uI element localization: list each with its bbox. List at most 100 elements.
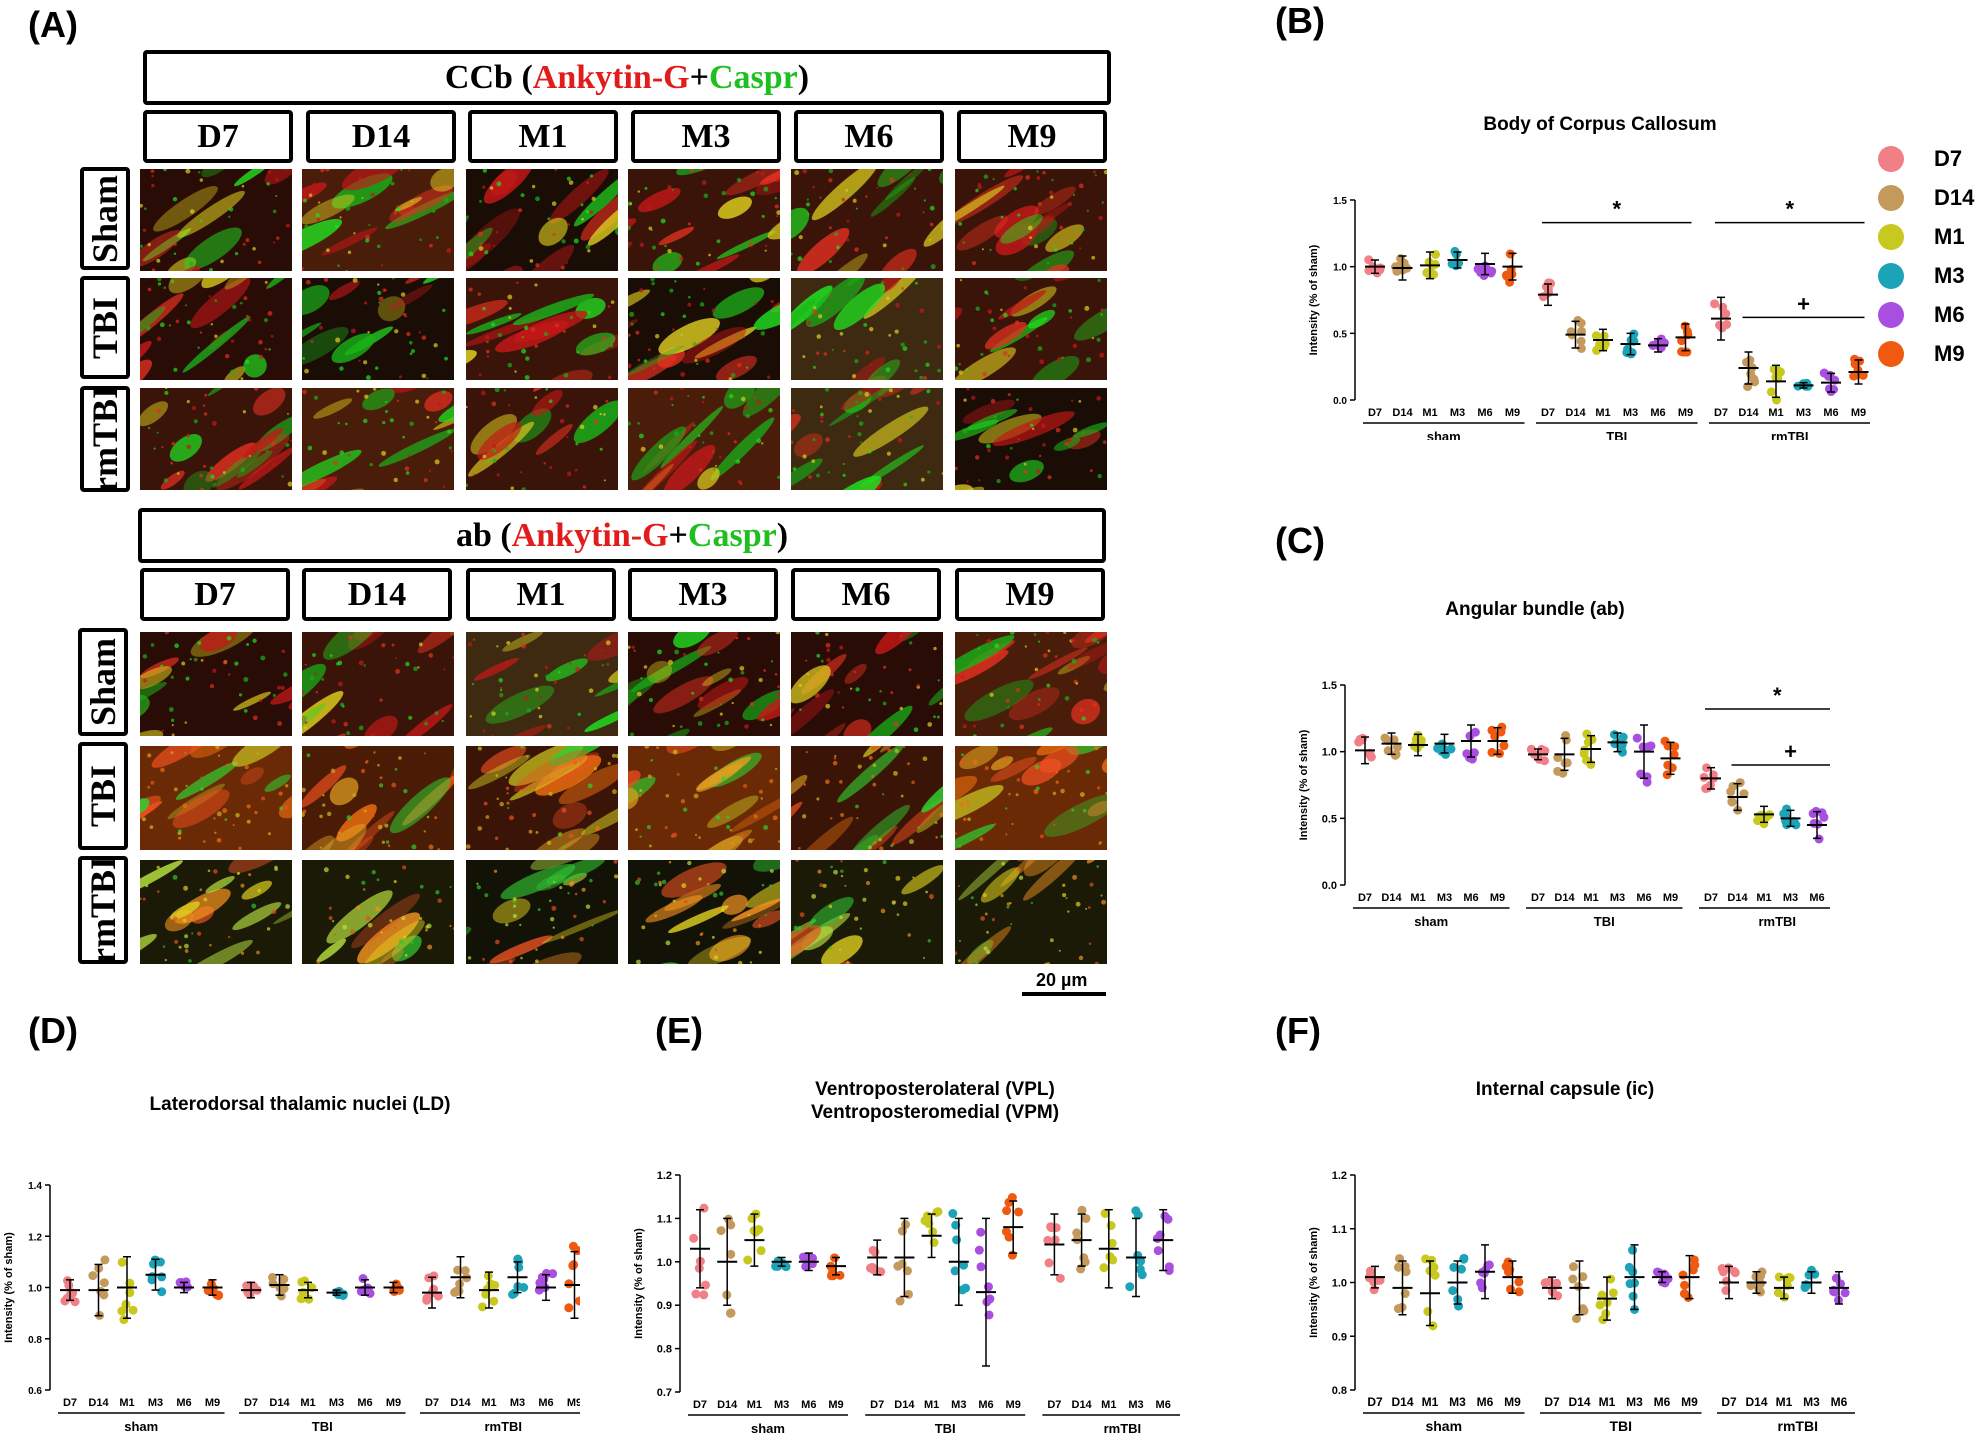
ccb-row-sham: Sham — [80, 167, 130, 270]
chart-d-point-sham-d14 — [96, 1286, 106, 1296]
chart-e-point-tbi-m3 — [950, 1266, 960, 1276]
chart-e-point-tbi-m1 — [920, 1216, 930, 1226]
chart-c-ytick-label: 1.0 — [1322, 747, 1337, 759]
chart-d-ytick-label: 0.6 — [28, 1386, 42, 1397]
chart-f-ytick-label: 1.0 — [1332, 1278, 1347, 1290]
chart-f-point-tbi-m1 — [1595, 1300, 1605, 1310]
chart-e-point-rmtbi-d14 — [1072, 1228, 1082, 1238]
chart-c-point-tbi-m9 — [1667, 763, 1677, 773]
chart-e-point-tbi-m9 — [1004, 1232, 1014, 1242]
legend-label-d14: D14 — [1934, 185, 1975, 210]
chart-d-point-rmtbi-m1 — [477, 1302, 487, 1312]
chart-d-xtick-tbi-m3: M3 — [329, 1397, 344, 1409]
chart-e-xtick-sham-m6: M6 — [801, 1399, 816, 1411]
ccb-micrograph-tbi-m3 — [628, 278, 780, 380]
chart-c-point-sham-m9 — [1499, 741, 1509, 751]
chart-f-xtick-tbi-m1: M1 — [1599, 1395, 1616, 1409]
chart-f-point-sham-m1 — [1421, 1254, 1431, 1264]
chart-e-point-tbi-d7 — [876, 1267, 886, 1277]
chart-b-point-rmtbi-d7 — [1720, 309, 1730, 319]
ccb-micrograph-rmtbi-m9 — [955, 388, 1107, 490]
chart-f-xtick-tbi-m6: M6 — [1654, 1395, 1671, 1409]
chart-e-point-tbi-m1 — [933, 1207, 943, 1217]
chart-c-ytick-label: 0.5 — [1322, 813, 1337, 825]
scale-bar-label: 20 µm — [1036, 970, 1088, 990]
chart-f-point-rmtbi-d7 — [1721, 1286, 1731, 1296]
ab-micrograph-sham-d7 — [140, 632, 292, 736]
ab-micrograph-rmtbi-d7 — [140, 860, 292, 964]
chart-c-point-rmtbi-m6 — [1817, 808, 1827, 818]
chart-d-xtick-sham-d7: D7 — [63, 1397, 77, 1409]
ab-micrograph-sham-d14 — [302, 632, 454, 736]
chart-c-point-rmtbi-d14 — [1727, 797, 1737, 807]
chart-f-xtick-sham-m1: M1 — [1422, 1395, 1439, 1409]
legend-label-m3: M3 — [1934, 263, 1965, 288]
chart-d-xtick-rmtbi-m6: M6 — [538, 1397, 553, 1409]
chart-f-xtick-rmtbi-d7: D7 — [1721, 1395, 1737, 1409]
chart-e-point-rmtbi-m3 — [1135, 1264, 1145, 1274]
chart-b-point-rmtbi-m9 — [1858, 370, 1868, 380]
chart-e-point-tbi-m6 — [976, 1262, 986, 1272]
chart-f-ytick-label: 0.9 — [1332, 1331, 1347, 1343]
chart-d-xtick-sham-d14: D14 — [88, 1397, 109, 1409]
chart-b-group-label-sham: sham — [1427, 429, 1461, 440]
chart-e-point-tbi-m1 — [929, 1238, 939, 1248]
chart-f-point-sham-d14 — [1401, 1267, 1411, 1277]
chart-e-point-rmtbi-m6 — [1163, 1214, 1173, 1224]
chart-e-point-tbi-m9 — [1007, 1193, 1017, 1203]
chart-c-title: Angular bundle (ab) — [1445, 599, 1624, 620]
chart-f-point-tbi-d7 — [1552, 1278, 1562, 1288]
ab-col-m6: M6 — [791, 568, 941, 621]
ab-col-m9: M9 — [955, 568, 1105, 621]
chart-e-point-sham-d7 — [699, 1203, 709, 1213]
chart-c-xtick-sham-m1: M1 — [1410, 892, 1425, 904]
chart-e-point-tbi-m6 — [984, 1310, 994, 1320]
panel-label-a: (A) — [28, 4, 78, 45]
chart-e-point-rmtbi-d7 — [1055, 1273, 1065, 1283]
chart-d-point-rmtbi-d14 — [460, 1266, 470, 1276]
chart-c-point-sham-d14 — [1390, 750, 1400, 760]
legend-marker-d14 — [1878, 185, 1904, 211]
chart-f-point-sham-d14 — [1393, 1262, 1403, 1272]
ccb-block-header: CCb (Ankytin-G + Caspr) — [143, 50, 1111, 105]
chart-d-point-rmtbi-m3 — [519, 1283, 529, 1293]
chart-e-point-tbi-m9 — [1007, 1250, 1017, 1260]
chart-d-point-tbi-d14 — [268, 1272, 278, 1282]
chart-f-group-label-tbi: TBI — [1609, 1418, 1632, 1434]
chart-b-xtick-rmtbi-d7: D7 — [1714, 407, 1728, 419]
legend-marker-m9 — [1878, 341, 1904, 367]
ab-row-tbi-label: TBI — [83, 764, 124, 828]
chart-e-point-sham-m3 — [771, 1261, 781, 1271]
chart-e-point-rmtbi-d14 — [1077, 1205, 1087, 1215]
chart-b-xtick-tbi-d7: D7 — [1541, 407, 1555, 419]
chart-e-ytick-label: 0.8 — [657, 1344, 672, 1356]
chart-f-group-label-sham: sham — [1425, 1418, 1462, 1434]
panel-label-c: (C) — [1275, 520, 1325, 561]
chart-f-xtick-tbi-m3: M3 — [1626, 1395, 1643, 1409]
chart-e-point-tbi-m9 — [1002, 1206, 1012, 1216]
chart-e-ytick-label: 0.9 — [657, 1300, 672, 1312]
chart-d-xtick-sham-m1: M1 — [119, 1397, 134, 1409]
chart-e-point-rmtbi-m3 — [1136, 1256, 1146, 1266]
chart-e-ytick-label: 1.0 — [657, 1257, 672, 1269]
chart-f-point-sham-m3 — [1459, 1253, 1469, 1263]
ccb-micrograph-tbi-d14 — [302, 278, 454, 380]
chart-f-point-rmtbi-d7 — [1729, 1267, 1739, 1277]
chart-b-xtick-sham-m9: M9 — [1505, 407, 1520, 419]
chart-f-point-sham-m1 — [1429, 1262, 1439, 1272]
ab-micrograph-tbi-m9 — [955, 746, 1107, 850]
chart-b-point-rmtbi-d7 — [1722, 319, 1732, 329]
chart-f-point-tbi-d14 — [1578, 1304, 1588, 1314]
chart-f-point-rmtbi-m6 — [1840, 1288, 1850, 1298]
chart-f-point-tbi-m9 — [1683, 1292, 1693, 1302]
chart-c-point-sham-m9 — [1487, 747, 1497, 757]
ab-micrograph-tbi-m6 — [791, 746, 943, 850]
chart-c-xtick-tbi-m1: M1 — [1583, 892, 1598, 904]
chart-f-xtick-tbi-m9: M9 — [1681, 1395, 1698, 1409]
chart-b-point-rmtbi-d7 — [1710, 299, 1720, 309]
chart-d-xtick-rmtbi-d14: D14 — [450, 1397, 471, 1409]
ab-row-sham-label: Sham — [83, 637, 123, 727]
ccb-micrograph-rmtbi-d7 — [140, 388, 292, 490]
ab-micrograph-sham-m3 — [628, 632, 780, 736]
chart-c-xtick-rmtbi-m1: M1 — [1756, 892, 1771, 904]
